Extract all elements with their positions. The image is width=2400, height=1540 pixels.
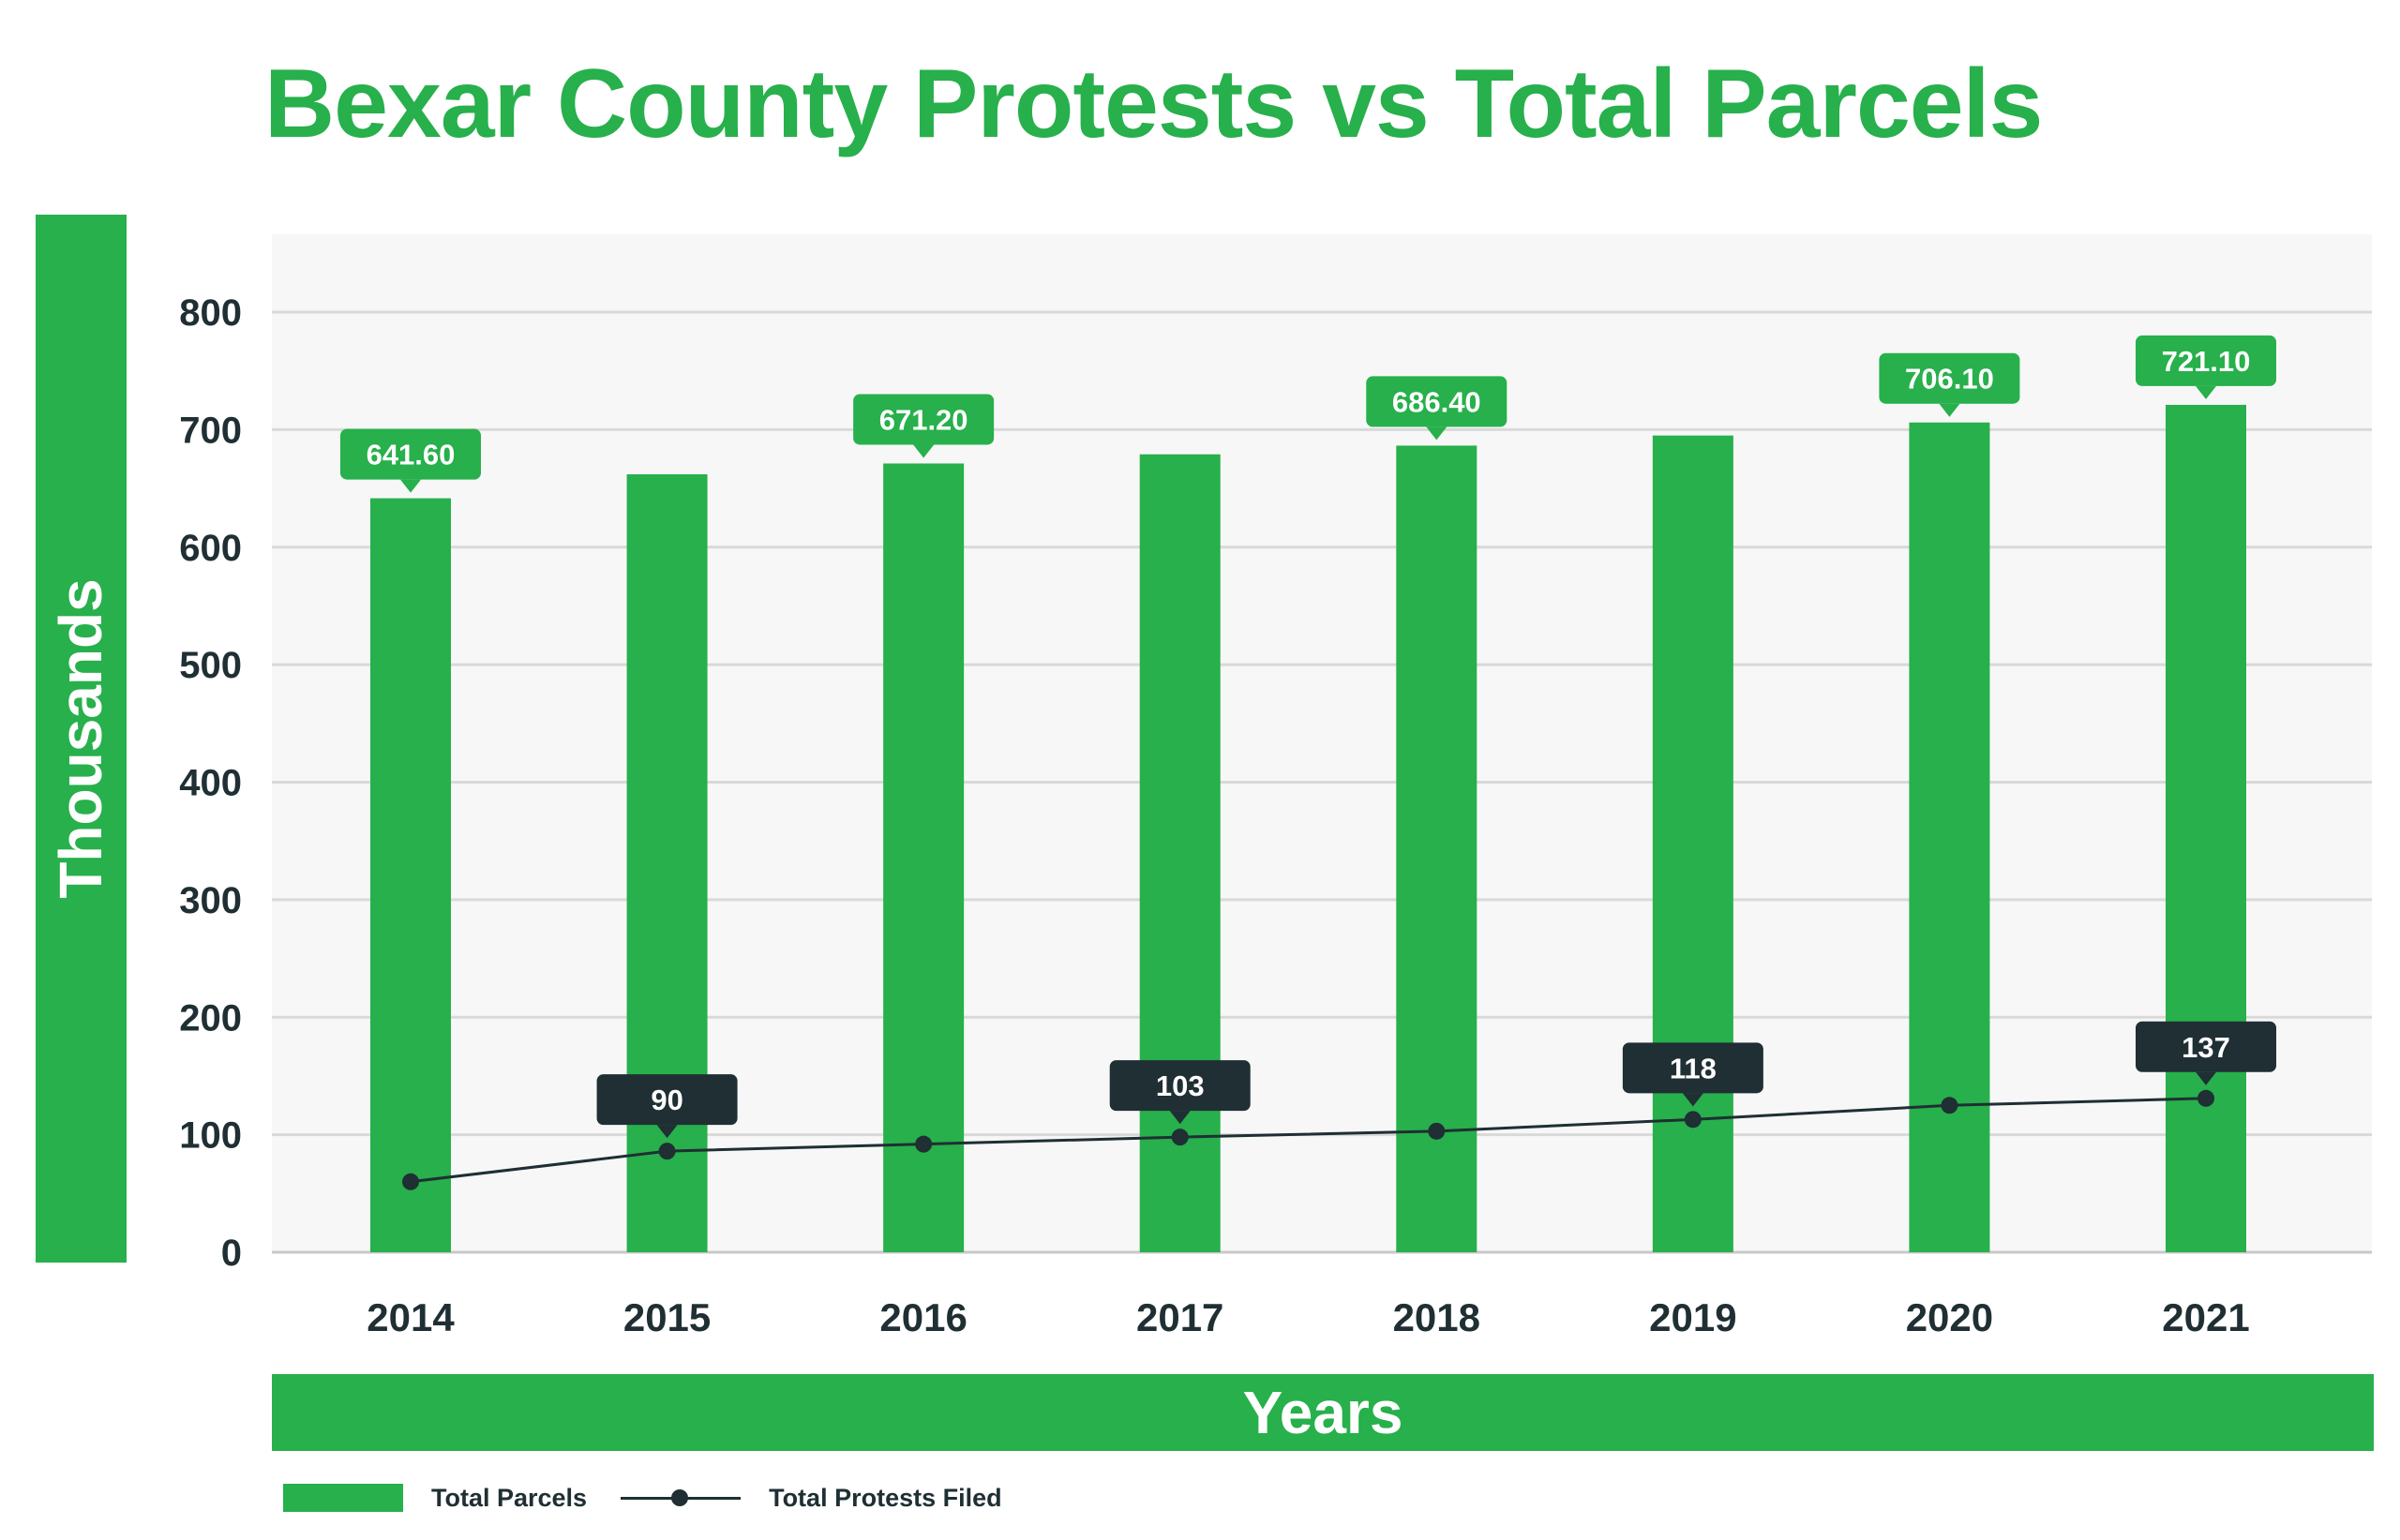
bar-total-parcels: [2166, 404, 2246, 1252]
line-total-protests: [410, 1097, 2207, 1184]
data-label-total-parcels-pointer: [1426, 426, 1448, 441]
x-tick-label: 2015: [623, 1295, 711, 1339]
chart-title: Bexar County Protests vs Total Parcels: [264, 50, 2043, 158]
data-label-total-protests-pointer: [2196, 1071, 2216, 1085]
legend: Total Parcels Total Protests Filed: [283, 1479, 1002, 1517]
x-tick-label: 2020: [1906, 1295, 1993, 1339]
plot-background: [272, 234, 2372, 1252]
x-tick-label: 2014: [367, 1295, 455, 1339]
data-label-total-parcels-box: [2136, 335, 2276, 386]
bar-total-parcels: [1652, 435, 1733, 1252]
data-label-total-protests: 137: [2182, 1031, 2230, 1064]
point-total-protests: [1684, 1111, 1702, 1129]
data-label-total-parcels-pointer: [1939, 403, 1960, 417]
y-tick-label: 600: [179, 528, 242, 569]
legend-label-total-protests: Total Protests Filed: [769, 1483, 1002, 1512]
data-label-total-parcels-pointer: [913, 444, 935, 458]
point-total-protests: [1428, 1122, 1446, 1140]
data-label-total-parcels-box: [1879, 352, 2020, 404]
y-tick-label: 400: [179, 763, 242, 804]
point-total-protests: [1171, 1129, 1189, 1146]
data-label-total-parcels: 706.10: [1905, 363, 1994, 396]
legend-swatch-total-parcels: [283, 1484, 403, 1512]
point-total-protests: [915, 1135, 933, 1153]
data-label-total-parcels: 721.10: [2162, 345, 2251, 378]
y-tick-label: 300: [179, 880, 242, 921]
y-tick-label: 0: [221, 1233, 242, 1274]
x-axis-title-band: Years: [272, 1374, 2374, 1451]
x-tick-label: 2019: [1649, 1295, 1736, 1339]
data-label-total-protests-pointer: [656, 1125, 678, 1139]
data-label-total-parcels-pointer: [2196, 385, 2216, 399]
data-label-total-protests-pointer: [1169, 1111, 1191, 1125]
data-label-total-parcels: 641.60: [367, 439, 456, 471]
data-label-total-protests-box: [1622, 1042, 1763, 1094]
point-total-protests: [658, 1143, 676, 1160]
bar-total-parcels: [883, 463, 965, 1252]
data-label-total-protests-box: [1109, 1060, 1251, 1112]
bar-total-parcels: [370, 498, 451, 1252]
data-label-total-protests: 90: [651, 1084, 682, 1116]
y-tick-label: 100: [179, 1115, 242, 1157]
data-label-total-protests-box: [596, 1074, 738, 1126]
bar-total-parcels: [1909, 422, 1990, 1252]
y-tick-label: 200: [179, 997, 242, 1039]
x-tick-label: 2016: [879, 1295, 967, 1339]
bar-total-parcels: [1396, 445, 1478, 1252]
data-label-total-parcels-box: [853, 394, 995, 445]
point-total-protests: [2198, 1089, 2214, 1107]
data-label-total-protests-box: [2136, 1021, 2276, 1072]
point-total-protests: [402, 1173, 419, 1190]
data-label-total-parcels: 671.20: [879, 403, 968, 436]
data-label-total-protests: 103: [1156, 1069, 1205, 1102]
x-axis-title: Years: [1242, 1379, 1403, 1446]
x-tick-label: 2017: [1136, 1295, 1223, 1339]
x-tick-label: 2021: [2162, 1295, 2249, 1339]
y-axis-title-band: [36, 215, 127, 1263]
point-total-protests: [1941, 1097, 1958, 1114]
y-tick-label: 800: [179, 292, 242, 334]
data-label-total-parcels-box: [1366, 376, 1508, 427]
legend-swatch-total-protests: [621, 1484, 742, 1512]
legend-label-total-parcels: Total Parcels: [431, 1483, 588, 1512]
data-label-total-protests: 118: [1670, 1052, 1717, 1084]
x-tick-label: 2018: [1393, 1295, 1480, 1339]
y-tick-label: 500: [179, 645, 242, 686]
data-label-total-protests-pointer: [1682, 1093, 1703, 1107]
data-label-total-parcels-pointer: [400, 479, 421, 493]
data-label-total-parcels: 686.40: [1392, 385, 1481, 418]
y-tick-label: 700: [179, 410, 242, 451]
data-label-total-parcels-box: [340, 428, 481, 480]
